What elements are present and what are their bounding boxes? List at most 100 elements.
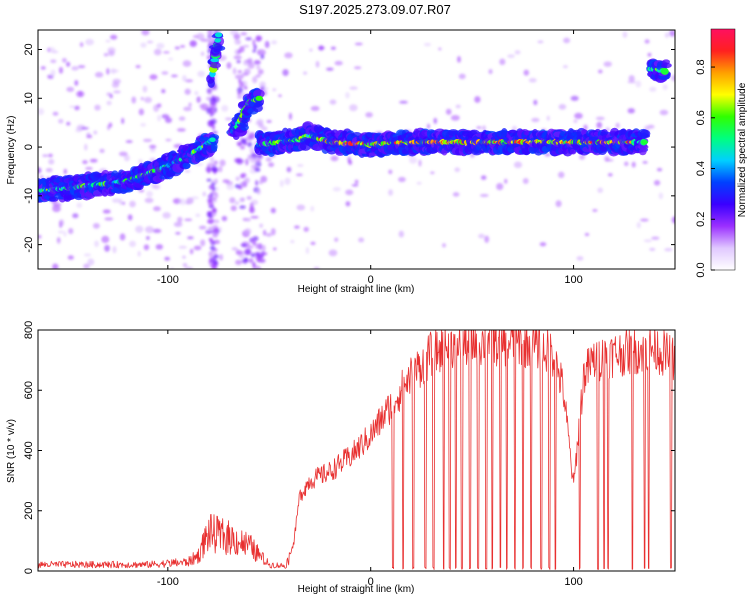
heatmap-speckle bbox=[318, 46, 325, 50]
spectrogram-heatmap bbox=[38, 30, 675, 269]
heatmap-speckle bbox=[202, 191, 207, 197]
heatmap-speckle bbox=[261, 126, 268, 131]
heatmap-speckle bbox=[642, 161, 648, 164]
heatmap-speckle bbox=[354, 179, 359, 184]
heatmap-speckle bbox=[353, 66, 362, 70]
heatmap-speckle bbox=[78, 90, 82, 97]
heatmap-speckle bbox=[209, 156, 215, 162]
heatmap-speckle bbox=[196, 96, 201, 103]
heatmap-speckle bbox=[330, 46, 336, 50]
heatmap-speckle bbox=[48, 158, 55, 165]
heatmap-speckle bbox=[499, 58, 506, 66]
spectrogram-y-tick-label: -10 bbox=[23, 188, 35, 204]
heatmap-speckle bbox=[265, 157, 272, 162]
heatmap-speckle bbox=[255, 74, 261, 78]
heatmap-speckle bbox=[155, 244, 163, 250]
spectrogram-x-tick-label: -100 bbox=[157, 274, 179, 286]
heatmap-speckle bbox=[249, 237, 254, 243]
heatmap-speckle bbox=[137, 250, 141, 257]
spectrogram-y-label: Frequency (Hz) bbox=[6, 116, 17, 185]
heatmap-speckle bbox=[235, 250, 243, 256]
heatmap-speckle bbox=[191, 196, 199, 200]
heatmap-speckle bbox=[224, 117, 233, 121]
heatmap-noise bbox=[38, 30, 675, 269]
heatmap-speckle bbox=[278, 94, 282, 98]
heatmap-speckle bbox=[504, 178, 508, 184]
heatmap-speckle bbox=[284, 177, 291, 185]
heatmap-speckle bbox=[332, 187, 341, 192]
heatmap-speckle bbox=[198, 225, 207, 230]
colorbar-tick-label: 0.0 bbox=[695, 262, 707, 277]
heatmap-speckle bbox=[234, 74, 244, 80]
heatmap-speckle bbox=[452, 192, 460, 197]
heatmap-speckle bbox=[254, 251, 260, 257]
spectrogram-y-tick-label: -20 bbox=[23, 237, 35, 253]
heatmap-speckle bbox=[236, 59, 241, 64]
spectrogram-frame bbox=[37, 29, 676, 270]
heatmap-speckle bbox=[358, 237, 365, 243]
heatmap-speckle bbox=[305, 247, 310, 254]
heatmap-speckle bbox=[105, 39, 111, 43]
heatmap-speckle bbox=[656, 168, 663, 172]
heatmap-speckle bbox=[101, 235, 110, 243]
heatmap-speckle bbox=[61, 57, 67, 63]
heatmap-speckle bbox=[669, 30, 675, 37]
heatmap-speckle bbox=[576, 256, 584, 261]
heatmap-speckle bbox=[264, 40, 270, 49]
heatmap-speckle bbox=[131, 96, 137, 104]
heatmap-speckle bbox=[664, 248, 673, 252]
heatmap-speckle bbox=[252, 261, 256, 268]
heatmap-speckle bbox=[63, 231, 67, 237]
heatmap-speckle bbox=[426, 123, 431, 130]
heatmap-speckle bbox=[206, 107, 211, 114]
heatmap-cell bbox=[253, 89, 265, 99]
heatmap-speckle bbox=[507, 54, 515, 59]
heatmap-speckle bbox=[168, 57, 174, 61]
heatmap-speckle bbox=[229, 197, 236, 204]
heatmap-speckle bbox=[38, 235, 42, 239]
heatmap-speckle bbox=[221, 215, 228, 222]
heatmap-speckle bbox=[145, 236, 150, 240]
heatmap-speckle bbox=[237, 70, 242, 74]
heatmap-speckle bbox=[249, 258, 254, 264]
heatmap-speckle bbox=[253, 44, 257, 50]
heatmap-speckle bbox=[66, 121, 71, 126]
heatmap-speckle bbox=[74, 105, 80, 111]
heatmap-speckle bbox=[108, 122, 113, 128]
spectrogram-x-tick-label: 0 bbox=[368, 274, 374, 286]
heatmap-cell bbox=[182, 162, 191, 169]
heatmap-speckle bbox=[42, 154, 49, 157]
heatmap-cell bbox=[641, 139, 648, 145]
heatmap-speckle bbox=[86, 134, 93, 139]
heatmap-speckle bbox=[237, 95, 243, 99]
heatmap-speckle bbox=[574, 112, 583, 120]
heatmap-speckle bbox=[523, 69, 530, 76]
colorbar: 0.0 0.2 0.4 0.6 0.8 Normalized spectral ampl… bbox=[695, 28, 748, 278]
heatmap-speckle bbox=[182, 255, 186, 259]
heatmap-speckle bbox=[398, 176, 406, 183]
heatmap-speckle bbox=[40, 66, 46, 70]
heatmap-speckle bbox=[207, 200, 214, 207]
heatmap-speckle bbox=[119, 233, 126, 241]
heatmap-speckle bbox=[226, 184, 234, 190]
heatmap-speckle bbox=[146, 40, 154, 44]
heatmap-speckle bbox=[87, 258, 95, 266]
heatmap-speckle bbox=[212, 207, 217, 214]
heatmap-speckle bbox=[354, 42, 363, 46]
heatmap-speckle bbox=[125, 140, 133, 143]
heatmap-speckle bbox=[482, 125, 486, 132]
heatmap-speckle bbox=[284, 52, 293, 59]
heatmap-speckle bbox=[240, 197, 245, 201]
heatmap-speckle bbox=[161, 71, 169, 75]
heatmap-speckle bbox=[248, 132, 256, 140]
heatmap-speckle bbox=[255, 35, 263, 42]
heatmap-speckle bbox=[329, 99, 337, 105]
heatmap-speckle bbox=[478, 233, 485, 239]
heatmap-speckle bbox=[222, 179, 230, 184]
heatmap-speckle bbox=[664, 32, 670, 38]
heatmap-speckle bbox=[513, 161, 523, 169]
heatmap-speckle bbox=[266, 119, 272, 123]
heatmap-speckle bbox=[265, 232, 272, 237]
heatmap-speckle bbox=[135, 225, 144, 233]
heatmap-speckle bbox=[107, 47, 116, 54]
